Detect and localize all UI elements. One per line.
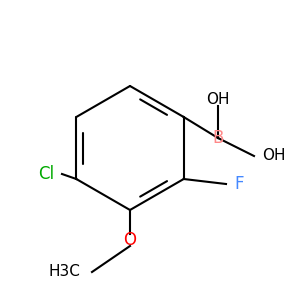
Text: O: O: [124, 231, 136, 249]
Text: F: F: [234, 175, 244, 193]
Text: H3C: H3C: [48, 265, 80, 280]
Text: OH: OH: [206, 92, 230, 107]
Text: OH: OH: [262, 148, 286, 164]
Text: B: B: [212, 129, 224, 147]
Text: Cl: Cl: [38, 165, 54, 183]
